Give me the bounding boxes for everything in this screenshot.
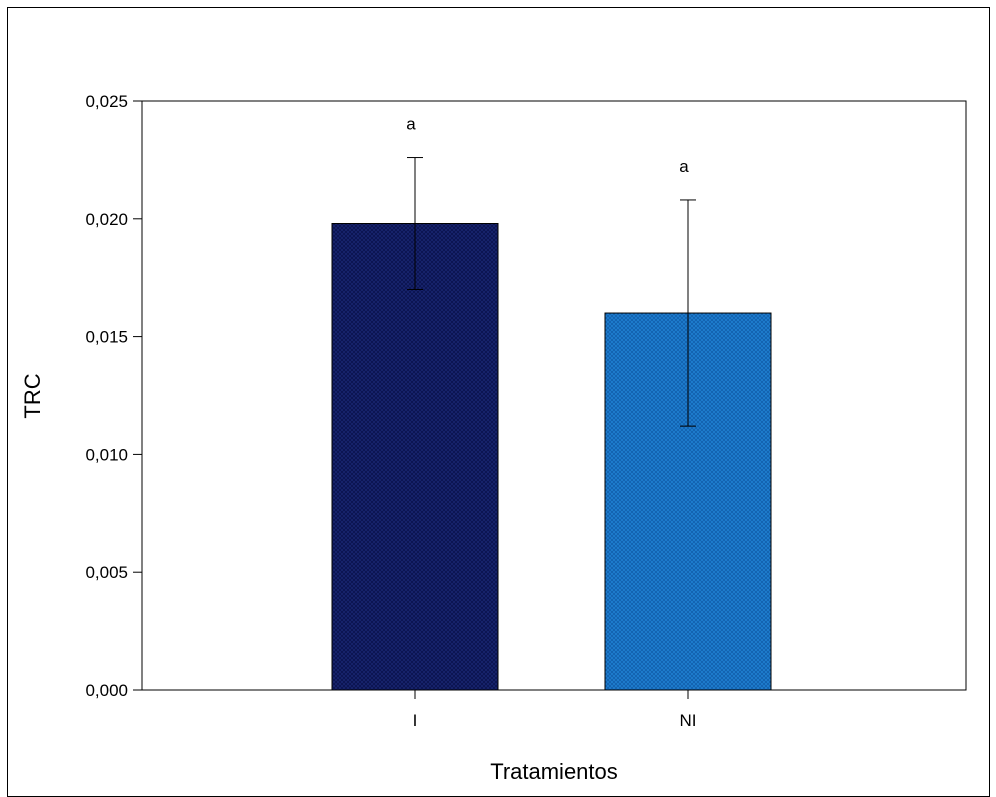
- x-axis: I NI: [413, 690, 697, 730]
- y-axis-title: TRC: [20, 373, 45, 418]
- significance-label: a: [679, 157, 689, 176]
- x-tick-label: I: [413, 711, 418, 730]
- y-tick-label: 0,010: [85, 445, 128, 464]
- x-axis-title: Tratamientos: [490, 759, 618, 784]
- y-tick-label: 0,005: [85, 563, 128, 582]
- y-tick-label: 0,000: [85, 681, 128, 700]
- y-tick-label: 0,020: [85, 210, 128, 229]
- y-tick-label: 0,015: [85, 328, 128, 347]
- bars: aa: [331, 115, 772, 691]
- x-tick-label: NI: [680, 711, 697, 730]
- plot-area: [141, 100, 967, 691]
- y-tick-label: 0,025: [85, 92, 128, 111]
- y-axis: 0,000 0,005 0,010 0,015 0,020 0,025: [85, 92, 142, 700]
- bar-i: [331, 223, 499, 691]
- significance-label: a: [406, 115, 416, 134]
